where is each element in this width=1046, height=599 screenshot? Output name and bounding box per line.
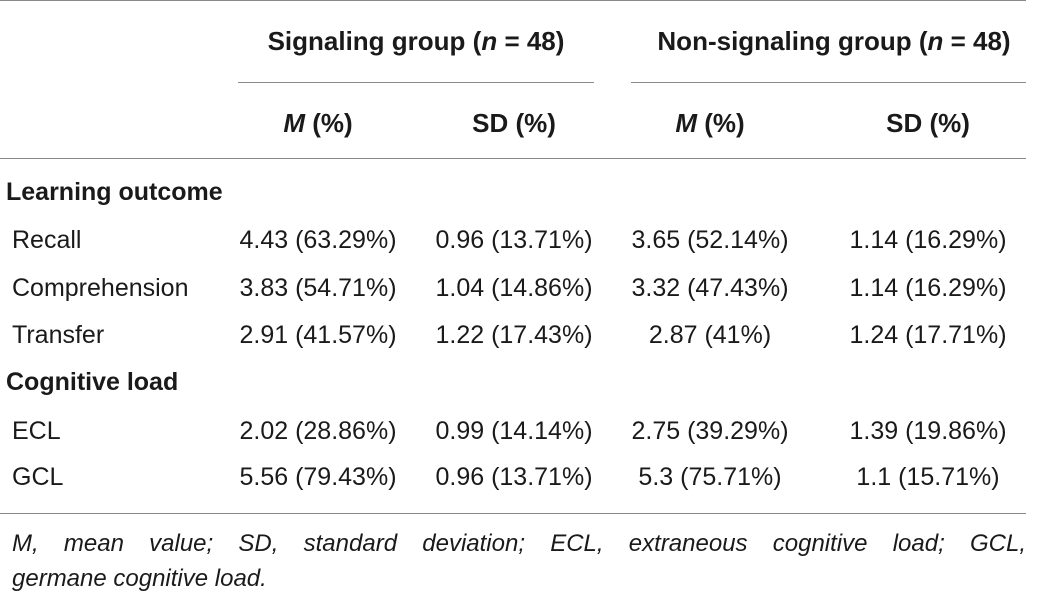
ecl-sig-sd: 0.99 (14.14%) (435, 417, 593, 445)
table-bottom-rule (0, 513, 1026, 514)
table-footnote-line-2: germane cognitive load. (12, 565, 267, 592)
section-title-cognitive-load: Cognitive load (6, 368, 179, 396)
comprehension-non-m: 3.32 (47.43%) (631, 274, 789, 302)
ecl-non-sd: 1.39 (19.86%) (849, 417, 1007, 445)
non-m-header: M (%) (675, 108, 745, 138)
row-label-recall: Recall (12, 226, 82, 254)
row-label-transfer: Transfer (12, 321, 105, 349)
comprehension-sig-sd: 1.04 (14.86%) (435, 274, 593, 302)
gcl-sig-sd: 0.96 (13.71%) (435, 463, 593, 491)
transfer-sig-sd: 1.22 (17.43%) (435, 321, 593, 349)
nonsignaling-group-header: Non-signaling group (n = 48) (657, 26, 1011, 56)
recall-non-m: 3.65 (52.14%) (631, 226, 789, 254)
comprehension-non-sd: 1.14 (16.29%) (849, 274, 1007, 302)
ecl-sig-m: 2.02 (28.86%) (239, 417, 397, 445)
sig-sd-header: SD (%) (472, 108, 556, 138)
transfer-sig-m: 2.91 (41.57%) (239, 321, 397, 349)
nonsignaling-group-rule (631, 82, 1026, 83)
row-label-gcl: GCL (12, 463, 64, 491)
section-title-learning-outcome: Learning outcome (6, 178, 223, 206)
gcl-sig-m: 5.56 (79.43%) (239, 463, 397, 491)
table-footnote-line-1: M, mean value; SD, standard deviation; E… (12, 530, 1026, 557)
signaling-group-header: Signaling group (n = 48) (267, 26, 565, 56)
gcl-non-m: 5.3 (75.71%) (638, 463, 782, 491)
gcl-non-sd: 1.1 (15.71%) (856, 463, 1000, 491)
transfer-non-m: 2.87 (41%) (648, 321, 772, 349)
recall-sig-sd: 0.96 (13.71%) (435, 226, 593, 254)
signaling-group-rule (238, 82, 594, 83)
ecl-non-m: 2.75 (39.29%) (631, 417, 789, 445)
transfer-non-sd: 1.24 (17.71%) (849, 321, 1007, 349)
recall-non-sd: 1.14 (16.29%) (849, 226, 1007, 254)
sig-m-header: M (%) (283, 108, 353, 138)
header-bottom-rule (0, 158, 1026, 159)
comprehension-sig-m: 3.83 (54.71%) (239, 274, 397, 302)
row-label-comprehension: Comprehension (12, 274, 189, 302)
table-top-rule (0, 0, 1026, 1)
row-label-ecl: ECL (12, 417, 61, 445)
recall-sig-m: 4.43 (63.29%) (239, 226, 397, 254)
non-sd-header: SD (%) (886, 108, 970, 138)
